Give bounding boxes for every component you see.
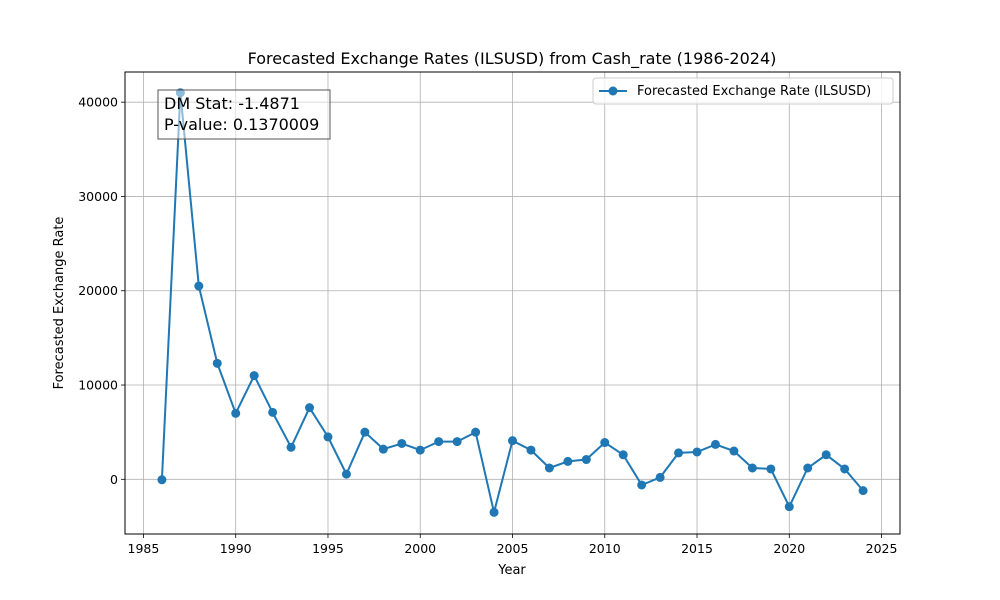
series-layer bbox=[157, 88, 868, 517]
legend-box bbox=[592, 77, 894, 105]
data-point bbox=[305, 403, 315, 413]
annotation-box bbox=[157, 89, 331, 140]
chart-title: Forecasted Exchange Rates (ILSUSD) from … bbox=[248, 49, 777, 69]
data-point bbox=[286, 442, 296, 452]
data-point bbox=[268, 407, 278, 417]
x-tick-label: 2000 bbox=[404, 541, 436, 556]
data-point bbox=[618, 450, 628, 460]
data-point bbox=[858, 486, 868, 496]
data-point bbox=[803, 463, 813, 473]
data-point bbox=[434, 437, 444, 447]
data-point bbox=[212, 358, 222, 368]
data-point bbox=[378, 444, 388, 454]
x-tick-label: 1990 bbox=[220, 541, 252, 556]
data-point bbox=[360, 427, 370, 437]
dm-stat-annotation: DM Stat: -1.4871 P-value: 0.1370009 bbox=[157, 89, 331, 140]
data-point bbox=[563, 456, 573, 466]
legend: Forecasted Exchange Rate (ILSUSD) bbox=[592, 77, 894, 105]
x-axis-label: Year bbox=[497, 563, 526, 578]
data-point bbox=[526, 445, 536, 455]
y-tick-label: 20000 bbox=[78, 283, 118, 298]
legend-marker-swatch bbox=[608, 86, 618, 96]
data-point bbox=[489, 507, 499, 517]
data-point bbox=[341, 469, 351, 479]
data-point bbox=[766, 464, 776, 474]
data-point bbox=[397, 438, 407, 448]
data-point bbox=[840, 464, 850, 474]
x-tick-label: 2010 bbox=[589, 541, 621, 556]
data-point bbox=[655, 472, 665, 482]
data-point bbox=[747, 463, 757, 473]
data-point bbox=[821, 450, 831, 460]
data-point bbox=[452, 437, 462, 447]
data-point bbox=[544, 463, 554, 473]
annotation-dm-stat: DM Stat: -1.4871 bbox=[164, 94, 300, 113]
annotation-p-value: P-value: 0.1370009 bbox=[164, 115, 319, 134]
x-tick-label: 1985 bbox=[128, 541, 160, 556]
x-tick-label: 2025 bbox=[866, 541, 898, 556]
x-tick-label: 2015 bbox=[681, 541, 713, 556]
data-point bbox=[231, 408, 241, 418]
data-point bbox=[674, 448, 684, 458]
x-tick-label: 1995 bbox=[312, 541, 344, 556]
data-point bbox=[581, 455, 591, 465]
data-point bbox=[471, 427, 481, 437]
data-point bbox=[729, 446, 739, 456]
data-point bbox=[249, 371, 259, 381]
y-tick-label: 30000 bbox=[78, 189, 118, 204]
y-tick-label: 40000 bbox=[78, 95, 118, 110]
data-point bbox=[157, 475, 167, 485]
data-point bbox=[194, 281, 204, 291]
y-tick-label: 0 bbox=[110, 472, 118, 487]
y-tick-label: 10000 bbox=[78, 378, 118, 393]
data-point bbox=[415, 445, 425, 455]
data-point bbox=[710, 439, 720, 449]
x-tick-label: 2020 bbox=[773, 541, 805, 556]
data-point bbox=[600, 438, 610, 448]
data-point bbox=[508, 436, 517, 446]
y-axis-label: Forecasted Exchange Rate bbox=[52, 217, 67, 390]
data-point bbox=[692, 447, 702, 457]
grid-lines bbox=[125, 72, 900, 534]
x-tick-label: 2005 bbox=[497, 541, 529, 556]
legend-label: Forecasted Exchange Rate (ILSUSD) bbox=[637, 84, 871, 99]
data-point bbox=[637, 480, 647, 490]
data-point bbox=[784, 502, 794, 512]
data-point bbox=[323, 432, 333, 442]
y-axis: 0 10000 20000 30000 40000 bbox=[78, 95, 125, 487]
x-axis: 1985 1990 1995 2000 2005 2010 2015 2020 2025 bbox=[128, 534, 898, 556]
